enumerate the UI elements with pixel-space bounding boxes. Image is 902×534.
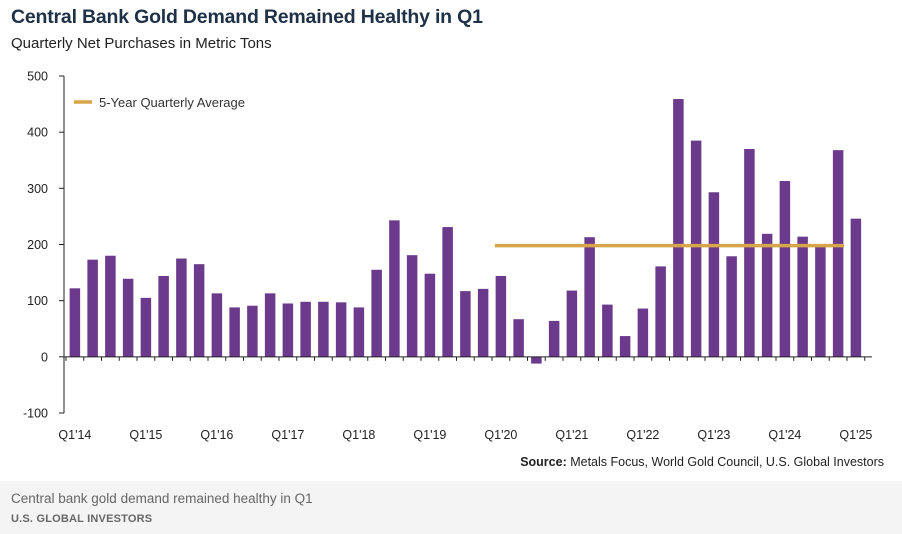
y-tick-label: 0 (41, 350, 48, 364)
bar-Q4-23 (761, 233, 773, 357)
y-tick-label: -100 (23, 407, 48, 421)
bar-Q4-24 (832, 150, 844, 357)
bar-Q2-23 (726, 256, 737, 357)
bar-Q1-15 (140, 297, 152, 357)
x-tick-label: Q1'17 (271, 428, 304, 442)
bar-Q2-19 (442, 227, 453, 357)
x-tick-label: Q1'14 (58, 428, 91, 442)
x-tick-label: Q1'22 (626, 428, 659, 442)
brand-label: U.S. GLOBAL INVESTORS (11, 513, 153, 525)
bar-Q1-20 (495, 275, 507, 357)
bar-Q2-21 (584, 237, 595, 357)
bar-Q1-21 (566, 290, 578, 357)
x-tick-label: Q1'19 (413, 428, 446, 442)
bar-Q3-22 (673, 99, 684, 357)
bar-Q3-24 (815, 244, 826, 357)
bar-Q2-14 (87, 259, 98, 357)
bar-Q3-17 (318, 301, 329, 357)
y-axis: -100 0 100 200 300 400 500 (23, 70, 65, 421)
bar-Q4-15 (193, 264, 205, 357)
bar-Q1-25 (850, 218, 862, 357)
bar-Q4-17 (335, 302, 347, 357)
bar-Q2-17 (300, 301, 311, 357)
bar-Q2-16 (229, 307, 240, 357)
x-tick-label: Q1'16 (200, 428, 233, 442)
bar-Q2-24 (797, 236, 808, 357)
legend-label: 5-Year Quarterly Average (99, 95, 245, 110)
bar-Q2-18 (371, 269, 382, 357)
bar-Q3-19 (460, 291, 471, 357)
source-text: Metals Focus, World Gold Council, U.S. G… (570, 455, 884, 469)
bar-Q1-17 (282, 303, 294, 357)
bar-Q3-14 (105, 255, 116, 357)
x-tick-label: Q1'21 (555, 428, 588, 442)
y-tick-label: 300 (27, 182, 48, 196)
bar-Q3-18 (389, 220, 400, 357)
x-tick-label: Q1'15 (129, 428, 162, 442)
bar-Q4-19 (477, 288, 489, 357)
bar-Q2-20 (513, 319, 524, 357)
x-tick-label: Q1'23 (697, 428, 730, 442)
x-axis: Q1'14 Q1'15 Q1'16 Q1'17 Q1'18 Q1'19 Q1'20 Q1'21… (58, 356, 872, 442)
bar-Q3-20 (531, 356, 542, 364)
bar-Q1-18 (353, 307, 365, 357)
source-label: Source: (520, 455, 567, 469)
x-tick-label: Q1'18 (342, 428, 375, 442)
x-tick-label: Q1'25 (839, 428, 872, 442)
x-tick-label: Q1'20 (484, 428, 517, 442)
legend: 5-Year Quarterly Average (74, 95, 245, 110)
bar-Q4-21 (619, 336, 631, 357)
bar-Q1-22 (637, 308, 649, 357)
x-tick-label: Q1'24 (768, 428, 801, 442)
y-tick-label: 500 (27, 70, 48, 84)
bar-Q3-21 (602, 304, 613, 357)
caption: Central bank gold demand remained health… (11, 491, 313, 506)
bar-Q4-22 (690, 140, 702, 357)
bar-Q1-16 (211, 293, 223, 357)
bar-Q4-14 (122, 278, 134, 357)
bar-Q4-16 (264, 293, 276, 357)
y-tick-label: 100 (27, 294, 48, 308)
footer-band (0, 481, 902, 534)
bar-Q3-16 (247, 305, 258, 357)
source-note: Source: Metals Focus, World Gold Council… (520, 455, 884, 469)
y-tick-label: 400 (27, 126, 48, 140)
bar-Q2-22 (655, 266, 666, 357)
bar-Q4-18 (406, 255, 418, 357)
bar-Q1-19 (424, 273, 436, 357)
bars (69, 99, 862, 364)
bar-Q1-24 (779, 181, 791, 357)
bar-Q3-23 (744, 149, 755, 357)
bar-Q2-15 (158, 275, 169, 357)
y-tick-label: 200 (27, 238, 48, 252)
chart-subtitle: Quarterly Net Purchases in Metric Tons (11, 35, 272, 52)
bar-Q1-23 (708, 192, 720, 357)
bar-Q4-20 (548, 320, 560, 357)
bar-Q3-15 (176, 258, 187, 357)
bar-Q1-14 (69, 288, 81, 357)
chart-title: Central Bank Gold Demand Remained Health… (11, 6, 483, 28)
